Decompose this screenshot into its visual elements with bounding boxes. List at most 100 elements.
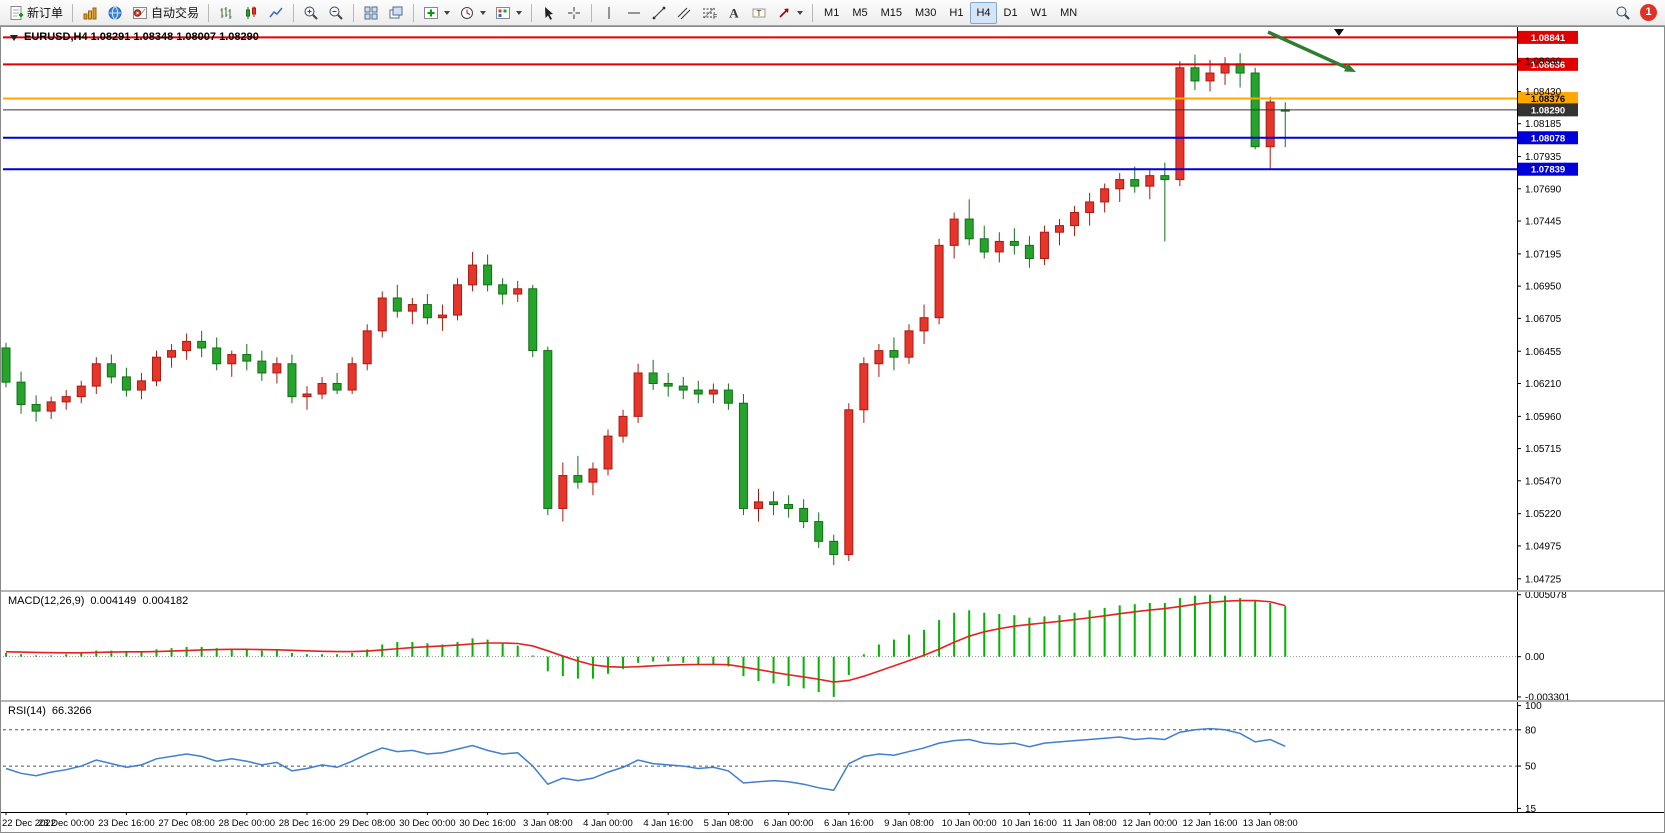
timeframe-button-d1[interactable]: D1 bbox=[998, 2, 1024, 24]
timeframe-button-m5[interactable]: M5 bbox=[846, 2, 873, 24]
price-tick-label: 1.07690 bbox=[1525, 184, 1562, 195]
vertical-line-icon bbox=[608, 6, 610, 19]
macd-scale-label: 0.005078 bbox=[1525, 590, 1567, 601]
candle-body bbox=[949, 218, 959, 246]
candle-body bbox=[332, 382, 342, 391]
chart-menu-button[interactable] bbox=[10, 35, 18, 41]
candle-body bbox=[347, 363, 357, 391]
price-tick-label: 1.04725 bbox=[1525, 574, 1562, 585]
horizontal-line-icon bbox=[628, 12, 641, 13]
timeframe-button-w1[interactable]: W1 bbox=[1025, 2, 1054, 24]
chart-shift-marker[interactable] bbox=[1334, 29, 1344, 36]
candle-body bbox=[76, 385, 86, 398]
candle-body bbox=[738, 402, 748, 509]
line-chart-button[interactable] bbox=[264, 2, 288, 24]
candle-body bbox=[31, 404, 41, 412]
text-button[interactable]: A bbox=[722, 2, 746, 24]
arrows-button[interactable] bbox=[772, 2, 807, 24]
svg-text:F: F bbox=[713, 14, 717, 21]
templates-button[interactable] bbox=[491, 2, 526, 24]
community-button[interactable] bbox=[103, 2, 127, 24]
macd-signal-line bbox=[5, 599, 1286, 683]
price-tick-label: 1.07195 bbox=[1525, 249, 1562, 260]
candle-body bbox=[1085, 201, 1095, 213]
crosshair-button[interactable] bbox=[562, 2, 586, 24]
candle-body bbox=[558, 475, 568, 509]
toolbar-separator bbox=[591, 3, 593, 22]
time-tick-label: 30 Dec 00:00 bbox=[399, 818, 456, 829]
candle-body bbox=[61, 396, 71, 403]
candle-body bbox=[603, 435, 613, 470]
zoom-in-button[interactable] bbox=[299, 2, 323, 24]
candle-body bbox=[182, 340, 192, 352]
time-tick-label: 28 Dec 00:00 bbox=[219, 818, 276, 829]
candle-body bbox=[91, 363, 101, 387]
candle-body bbox=[663, 382, 673, 387]
cascade-windows-button[interactable] bbox=[384, 2, 408, 24]
price-tick-label: 1.05960 bbox=[1525, 412, 1562, 423]
candle-body bbox=[799, 507, 809, 523]
new-chart-button[interactable] bbox=[78, 2, 102, 24]
rsi-scale-label: 80 bbox=[1525, 725, 1537, 736]
arrow-annotation[interactable] bbox=[1267, 30, 1347, 70]
template-icon bbox=[496, 6, 511, 19]
panel-separator-rsi[interactable] bbox=[0, 700, 1665, 702]
equidistant-channel-button[interactable] bbox=[672, 2, 696, 24]
time-tick-label: 27 Dec 08:00 bbox=[158, 818, 215, 829]
bar-chart-button[interactable] bbox=[214, 2, 238, 24]
panel-separator-macd[interactable] bbox=[0, 590, 1665, 592]
candle-body bbox=[16, 381, 26, 406]
bid-price-line-badge-label: 1.08290 bbox=[1531, 105, 1565, 116]
candlestick-icon bbox=[246, 6, 257, 19]
tile-windows-button[interactable] bbox=[359, 2, 383, 24]
price-tick-label: 1.04975 bbox=[1525, 541, 1562, 552]
candle-body bbox=[121, 376, 131, 391]
timeframe-button-m1[interactable]: M1 bbox=[818, 2, 845, 24]
new-order-button[interactable]: 新订单 bbox=[4, 2, 67, 24]
candle-body bbox=[964, 218, 974, 240]
horizontal-line-button[interactable] bbox=[622, 2, 646, 24]
candle-body bbox=[1039, 231, 1049, 260]
price-tick-label: 1.08185 bbox=[1525, 119, 1562, 130]
timeframe-button-m15[interactable]: M15 bbox=[875, 2, 908, 24]
trendline-button[interactable] bbox=[647, 2, 671, 24]
chart-window[interactable]: 1.08841 1.08636 1.08376 1.08290 1.08078 1.078… bbox=[0, 26, 1665, 833]
periods-button[interactable] bbox=[455, 2, 490, 24]
timeframe-button-m30[interactable]: M30 bbox=[909, 2, 942, 24]
notification-badge[interactable]: 1 bbox=[1640, 4, 1657, 21]
time-tick-label: 12 Jan 00:00 bbox=[1122, 818, 1177, 829]
search-button[interactable] bbox=[1611, 2, 1635, 24]
timeframe-button-mn[interactable]: MN bbox=[1054, 2, 1083, 24]
price-axis: 1.08660 1.08430 1.08185 1.07935 1.07690 1.074… bbox=[1517, 57, 1562, 585]
price-tick-label: 1.06455 bbox=[1525, 347, 1562, 358]
toolbar-separator bbox=[531, 3, 533, 22]
text-label-button[interactable]: T bbox=[747, 2, 771, 24]
cursor-button[interactable] bbox=[537, 2, 561, 24]
toolbar-separator bbox=[208, 3, 210, 22]
text-label-icon: T bbox=[752, 8, 766, 17]
time-tick-label: 23 Dec 00:00 bbox=[38, 818, 95, 829]
time-tick-label: 11 Jan 08:00 bbox=[1062, 818, 1116, 829]
crosshair-icon bbox=[568, 6, 581, 19]
resistance-line-1-badge-label: 1.08841 bbox=[1531, 33, 1566, 44]
timeframe-button-h1[interactable]: H1 bbox=[943, 2, 969, 24]
indicators-button[interactable] bbox=[419, 2, 454, 24]
candle-body bbox=[1205, 72, 1215, 82]
candle-body bbox=[46, 401, 56, 412]
dropdown-caret bbox=[516, 10, 523, 15]
toolbar-separator bbox=[293, 3, 295, 22]
zoom-out-icon bbox=[329, 6, 343, 20]
fibonacci-button[interactable]: F bbox=[697, 2, 721, 24]
price-tick-label: 1.08430 bbox=[1525, 87, 1562, 98]
vertical-line-button[interactable] bbox=[597, 2, 621, 24]
auto-trading-label: 自动交易 bbox=[151, 6, 200, 20]
zoom-out-button[interactable] bbox=[324, 2, 348, 24]
candlestick-chart-button[interactable] bbox=[239, 2, 263, 24]
search-icon bbox=[1616, 6, 1630, 20]
timeframe-button-h4[interactable]: H4 bbox=[970, 1, 997, 24]
candle-body bbox=[708, 389, 718, 395]
candle-body bbox=[227, 354, 237, 365]
auto-trading-button[interactable]: 自动交易 bbox=[128, 2, 203, 24]
